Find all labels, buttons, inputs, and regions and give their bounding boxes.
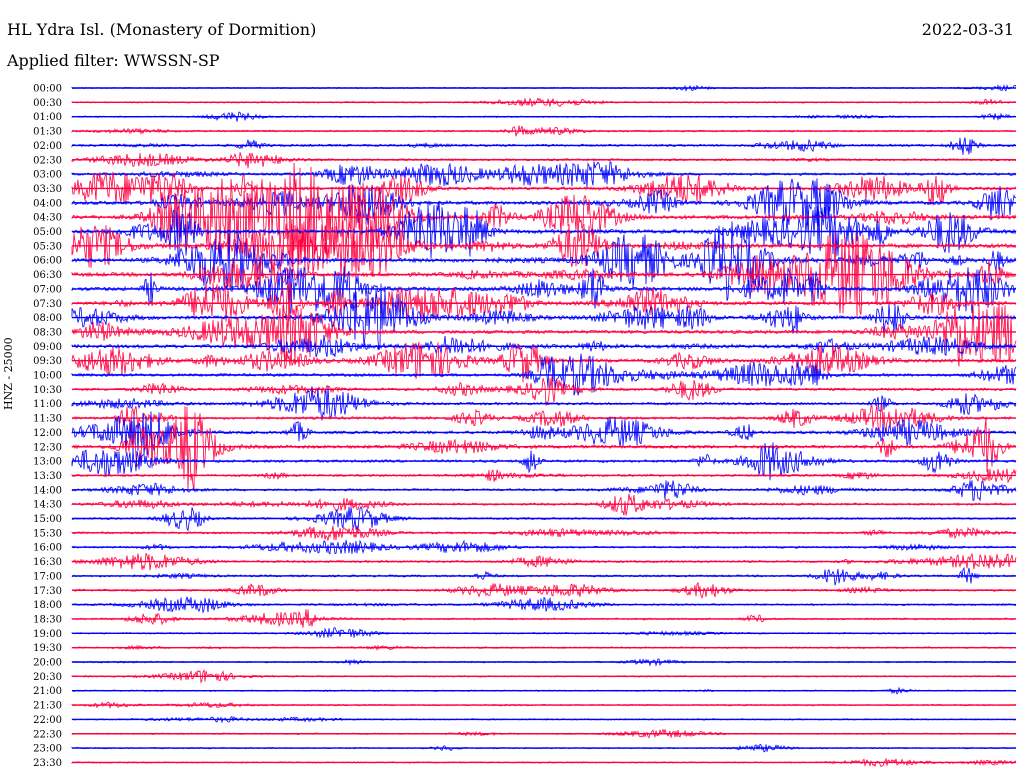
seismic-trace-row	[71, 300, 1017, 367]
row-tick-label: 21:30	[33, 701, 62, 712]
row-tick-label: 09:30	[33, 356, 62, 367]
row-tick-label: 05:00	[33, 227, 62, 238]
row-tick-label: 04:00	[33, 198, 62, 209]
row-tick-label: 20:00	[33, 658, 62, 669]
row-tick-label: 21:00	[33, 686, 62, 697]
row-tick-label: 00:30	[33, 98, 62, 109]
row-tick-label: 08:00	[33, 313, 62, 324]
row-tick-label: 22:30	[33, 729, 62, 740]
row-tick-label: 02:30	[33, 155, 62, 166]
seismic-trace-row	[71, 375, 1017, 406]
row-tick-label: 14:00	[33, 485, 62, 496]
seismic-trace-row	[71, 162, 1017, 272]
row-tick-label: 23:00	[33, 744, 62, 755]
row-tick-label: 17:00	[33, 571, 62, 582]
row-tick-label: 15:30	[33, 528, 62, 539]
seismic-trace-row	[71, 334, 1017, 357]
row-tick-label: 12:00	[33, 428, 62, 439]
row-tick-label: 05:30	[33, 241, 62, 252]
seismic-trace-row	[71, 200, 1017, 260]
row-tick-label: 17:30	[33, 586, 62, 597]
seismic-trace-row	[71, 232, 1017, 318]
row-tick-label: 08:30	[33, 327, 62, 338]
row-tick-label: 22:00	[33, 715, 62, 726]
row-tick-label: 11:30	[33, 414, 62, 425]
row-tick-label: 01:00	[33, 112, 62, 123]
row-tick-label: 10:00	[33, 371, 62, 382]
row-tick-label: 15:00	[33, 514, 62, 525]
seismic-trace-row	[71, 404, 1017, 432]
row-tick-label: 12:30	[33, 442, 62, 453]
row-tick-label: 04:30	[33, 213, 62, 224]
row-tick-label: 13:30	[33, 471, 62, 482]
row-tick-label: 07:00	[33, 284, 62, 295]
row-tick-label: 19:30	[33, 643, 62, 654]
row-tick-label: 03:30	[33, 184, 62, 195]
row-tick-label: 20:30	[33, 672, 62, 683]
seismic-trace-row	[71, 406, 1017, 492]
row-tick-label: 07:30	[33, 299, 62, 310]
row-tick-label: 06:30	[33, 270, 62, 281]
row-tick-label: 09:00	[33, 342, 62, 353]
row-tick-label: 16:00	[33, 543, 62, 554]
station-title: HL Ydra Isl. (Monastery of Dormition)	[7, 20, 317, 39]
date-label: 2022-03-31	[921, 20, 1014, 39]
row-tick-label: 10:30	[33, 385, 62, 396]
row-tick-label: 18:30	[33, 614, 62, 625]
seismic-trace-row	[71, 581, 1017, 599]
row-tick-label: 01:30	[33, 127, 62, 138]
row-tick-label: 11:00	[33, 399, 62, 410]
row-tick-label: 14:30	[33, 500, 62, 511]
row-tick-label: 02:00	[33, 141, 62, 152]
row-tick-label: 00:00	[33, 84, 62, 95]
row-tick-label: 16:30	[33, 557, 62, 568]
filter-label: Applied filter: WWSSN-SP	[7, 51, 220, 70]
row-tick-label: 03:00	[33, 170, 62, 181]
row-tick-label: 13:00	[33, 457, 62, 468]
row-tick-label: 19:00	[33, 629, 62, 640]
row-tick-label: 23:30	[33, 758, 62, 769]
row-tick-label: 18:00	[33, 600, 62, 611]
seismic-trace-row	[71, 137, 1017, 155]
row-tick-label: 06:00	[33, 256, 62, 267]
